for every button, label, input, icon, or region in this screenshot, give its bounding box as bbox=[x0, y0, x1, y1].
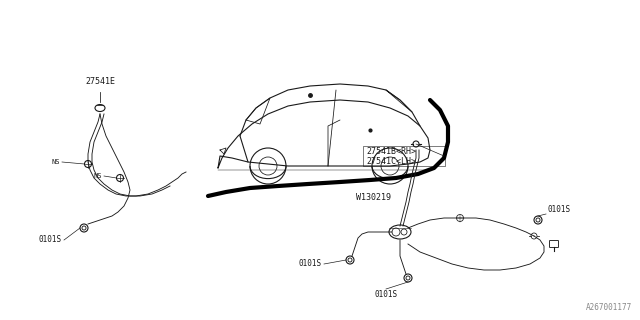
Text: 0101S: 0101S bbox=[548, 205, 571, 214]
Text: NS: NS bbox=[51, 159, 60, 165]
Text: W130219: W130219 bbox=[356, 194, 391, 203]
Text: 27541E: 27541E bbox=[85, 77, 115, 86]
Text: 0101S: 0101S bbox=[39, 236, 62, 244]
Text: 0101S: 0101S bbox=[374, 290, 397, 299]
Text: 0101S: 0101S bbox=[299, 260, 322, 268]
Text: NS: NS bbox=[93, 173, 102, 179]
Text: 27541C<LH>: 27541C<LH> bbox=[366, 157, 416, 166]
Text: A267001177: A267001177 bbox=[586, 303, 632, 312]
Text: 27541B<RH>: 27541B<RH> bbox=[366, 148, 416, 156]
